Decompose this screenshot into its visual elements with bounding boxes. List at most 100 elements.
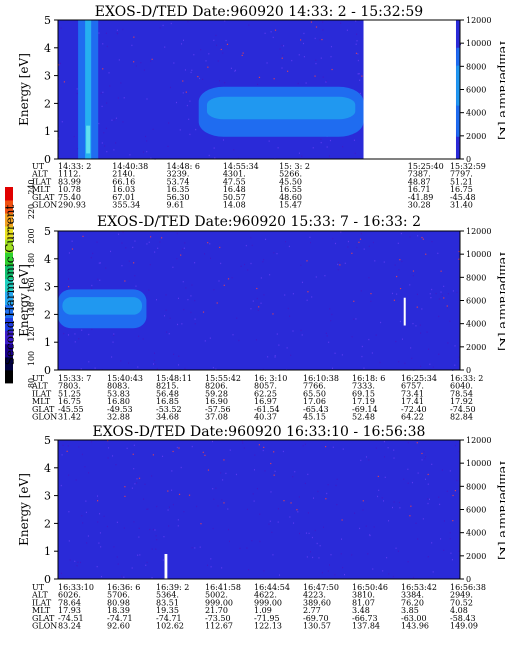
noise-dot [322, 29, 324, 31]
noise-dot [163, 535, 165, 538]
colorbar-step [5, 252, 13, 266]
noise-dot [386, 556, 388, 559]
colorbar-tick-label: 240 [27, 179, 36, 194]
noise-dot [251, 244, 253, 247]
noise-dot [411, 481, 413, 484]
table-row-label: UT [32, 162, 45, 171]
noise-dot [256, 487, 258, 490]
y-right-tick-label: 12000 [466, 436, 491, 445]
noise-dot [443, 297, 445, 299]
y-right-tick-label: 10000 [466, 250, 491, 259]
noise-dot [147, 508, 149, 510]
table-cell: 6040. [450, 382, 473, 391]
table-cell: 8083. [107, 382, 130, 391]
y-axis-label: Energy [eV] [17, 53, 31, 126]
noise-dot [334, 242, 336, 245]
table-cell: 16:39: 2 [156, 583, 189, 592]
table-row-label: GLON [32, 413, 57, 422]
colorbar-label: Second Harmonic Current [3, 205, 17, 366]
noise-dot [168, 122, 170, 124]
noise-dot [59, 62, 61, 65]
noise-dot [319, 39, 321, 41]
noise-dot [202, 78, 204, 80]
noise-dot [361, 355, 363, 358]
y-right-tick-label: 8000 [466, 62, 486, 71]
noise-dot [272, 313, 274, 315]
noise-dot [331, 313, 333, 316]
table-cell: 14.08 [223, 201, 246, 210]
noise-dot [303, 32, 305, 35]
noise-dot [315, 276, 317, 278]
noise-dot [368, 338, 370, 341]
noise-dot [341, 519, 343, 521]
table-cell: 16.97 [254, 397, 277, 406]
noise-dot [300, 329, 302, 332]
noise-dot [137, 366, 139, 368]
noise-dot [122, 28, 124, 31]
colorbar-step [5, 265, 13, 279]
y-tick-label: 4 [44, 42, 51, 55]
noise-dot [87, 535, 89, 537]
noise-dot [196, 505, 198, 508]
noise-dot [175, 101, 177, 104]
noise-dot [138, 527, 140, 530]
table-cell: 16:50:46 [352, 583, 388, 592]
noise-dot [332, 237, 334, 240]
table-cell: -45.55 [58, 405, 84, 414]
noise-dot [383, 261, 385, 263]
noise-dot [172, 503, 174, 506]
noise-dot [370, 300, 372, 302]
noise-dot [284, 294, 286, 296]
noise-dot [124, 280, 126, 282]
noise-dot [260, 302, 262, 304]
noise-dot [454, 444, 456, 447]
noise-dot [153, 359, 155, 362]
noise-dot [375, 334, 377, 336]
table-cell: -74.51 [58, 614, 84, 623]
noise-dot [155, 548, 157, 550]
noise-dot [393, 457, 395, 459]
noise-dot [391, 292, 393, 295]
noise-dot [398, 501, 400, 504]
table-cell: 16:10:38 [303, 374, 339, 383]
noise-dot [146, 561, 148, 564]
noise-dot [208, 53, 210, 55]
table-cell: 16:25:34 [401, 374, 437, 383]
noise-dot [301, 281, 303, 284]
noise-dot [231, 277, 233, 279]
table-row-label: UT [32, 374, 45, 383]
table-cell: 5364. [156, 591, 179, 600]
y-tick-label: 5 [44, 14, 51, 27]
noise-dot [322, 76, 324, 78]
noise-dot [99, 262, 101, 264]
noise-dot [399, 320, 401, 323]
noise-dot [68, 252, 70, 254]
table-cell: 51.25 [58, 389, 81, 398]
table-row-label: GLON [32, 201, 57, 210]
noise-dot [257, 83, 259, 85]
noise-dot [304, 482, 306, 485]
noise-dot [88, 472, 90, 474]
noise-dot [63, 332, 65, 335]
noise-dot [135, 285, 137, 287]
noise-dot [328, 341, 330, 343]
noise-dot [440, 291, 442, 293]
table-cell: 137.84 [352, 622, 380, 631]
noise-dot [129, 154, 131, 156]
y-tick-label: 2 [44, 308, 51, 321]
table-cell: 82.84 [450, 413, 473, 422]
table-cell: 16.55 [279, 185, 302, 194]
noise-dot [355, 318, 357, 320]
table-cell: 17.93 [58, 606, 81, 615]
table-cell: 52.48 [352, 413, 375, 422]
table-cell: -49.53 [107, 405, 133, 414]
table-cell: 70.52 [450, 598, 473, 607]
table-cell: 15.47 [279, 201, 302, 210]
table-cell: 4.08 [450, 606, 468, 615]
noise-dot [182, 248, 184, 250]
noise-dot [267, 356, 269, 358]
noise-dot [298, 532, 300, 535]
noise-dot [419, 324, 421, 326]
noise-dot [264, 470, 266, 472]
noise-dot [279, 574, 281, 576]
